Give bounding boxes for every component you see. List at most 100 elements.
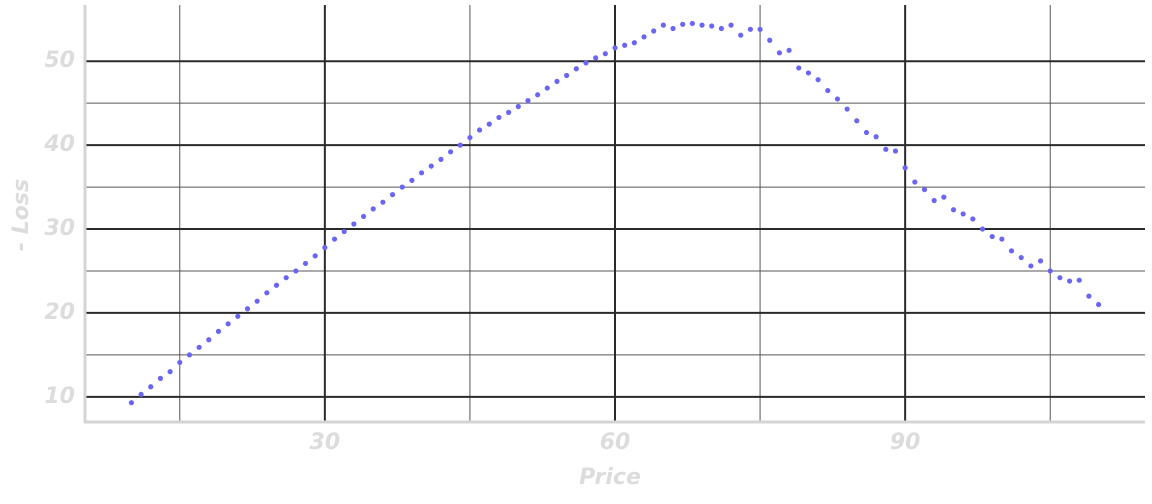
point — [999, 236, 1005, 242]
y-axis-label: - Loss — [9, 179, 34, 251]
point — [1028, 263, 1034, 269]
point — [1037, 258, 1044, 264]
point — [1057, 275, 1063, 281]
point — [167, 369, 173, 375]
point — [979, 226, 986, 232]
point — [544, 85, 550, 91]
point — [302, 260, 309, 267]
point — [699, 22, 705, 28]
point — [1066, 278, 1073, 284]
point — [148, 384, 154, 390]
point — [941, 194, 947, 200]
point — [535, 92, 541, 98]
point — [496, 114, 502, 121]
x-axis-label: Price — [579, 465, 641, 490]
point — [399, 184, 405, 190]
point — [447, 149, 454, 155]
point — [960, 211, 966, 217]
point — [564, 72, 570, 79]
x-tick-label: 60 — [600, 430, 631, 455]
point — [631, 40, 637, 46]
point — [525, 98, 531, 104]
point — [186, 352, 193, 358]
x-tick-label: 30 — [310, 430, 341, 455]
point — [989, 233, 995, 240]
point — [970, 216, 976, 222]
point — [863, 129, 870, 136]
point — [1086, 293, 1092, 299]
point — [776, 50, 783, 56]
point — [380, 199, 386, 205]
point — [738, 32, 744, 38]
point — [883, 146, 889, 152]
point — [418, 170, 425, 176]
point — [215, 328, 222, 334]
point — [177, 359, 183, 366]
point — [225, 321, 231, 327]
point — [583, 60, 589, 66]
point — [244, 306, 251, 312]
point — [351, 221, 357, 227]
point — [322, 244, 328, 251]
point — [796, 65, 802, 71]
x-tick-label: 90 — [890, 430, 921, 455]
point — [931, 197, 937, 204]
point — [718, 25, 724, 32]
point — [486, 121, 492, 127]
point — [206, 337, 212, 343]
point — [1076, 277, 1082, 283]
point — [912, 179, 918, 185]
point — [264, 290, 270, 296]
point — [128, 400, 135, 406]
point — [515, 103, 521, 110]
point — [950, 207, 957, 213]
point — [815, 77, 821, 83]
point — [467, 134, 473, 141]
point — [834, 96, 841, 102]
point — [554, 78, 560, 84]
point — [506, 109, 512, 115]
point — [235, 313, 241, 319]
point — [670, 25, 676, 32]
point — [651, 28, 657, 34]
point — [873, 134, 879, 140]
point — [593, 55, 599, 61]
point — [602, 51, 608, 57]
point — [728, 22, 734, 28]
point — [389, 192, 396, 198]
point — [709, 23, 715, 29]
y-tick-label: 40 — [43, 132, 75, 157]
point — [921, 186, 928, 193]
point — [457, 142, 463, 148]
point — [312, 253, 318, 259]
point — [573, 66, 579, 72]
point — [476, 127, 483, 133]
y-tick-label: 20 — [44, 300, 75, 325]
point — [641, 34, 647, 40]
y-tick-label: 50 — [44, 48, 75, 73]
point — [1047, 268, 1053, 274]
point — [1018, 254, 1024, 261]
point — [138, 391, 144, 397]
point — [786, 47, 792, 53]
point — [660, 22, 666, 28]
point — [283, 275, 289, 281]
point — [409, 177, 415, 183]
point — [1095, 301, 1102, 308]
y-tick-label: 10 — [44, 384, 75, 409]
point — [428, 163, 434, 169]
point — [767, 37, 773, 43]
point — [196, 344, 202, 350]
point — [805, 70, 812, 76]
point — [438, 156, 444, 162]
point — [293, 268, 299, 274]
point — [689, 20, 695, 27]
point — [844, 106, 850, 112]
point — [360, 213, 367, 220]
point — [370, 206, 376, 212]
point — [1008, 248, 1015, 254]
point — [273, 282, 280, 288]
point — [157, 375, 164, 381]
point — [622, 42, 628, 48]
